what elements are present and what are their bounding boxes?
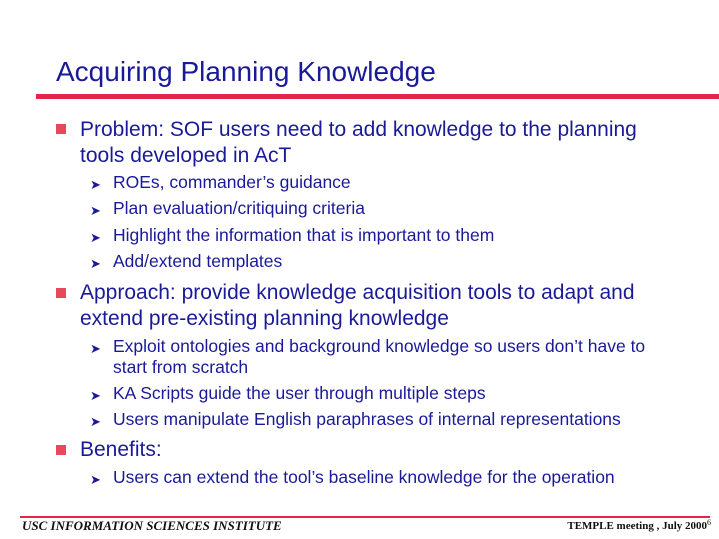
- arrow-bullet-icon: ➤: [90, 388, 101, 404]
- arrow-bullet-icon: ➤: [90, 414, 101, 430]
- arrow-bullet-icon: ➤: [90, 472, 101, 488]
- arrow-bullet-icon: ➤: [90, 230, 101, 246]
- title-divider: [36, 94, 719, 99]
- sub-bullet: Highlight the information that is import…: [113, 225, 713, 246]
- page-number: 6: [707, 518, 711, 527]
- arrow-bullet-icon: ➤: [90, 203, 101, 219]
- arrow-bullet-icon: ➤: [90, 341, 101, 357]
- footer-institute: USC INFORMATION SCIENCES INSTITUTE: [22, 518, 282, 534]
- sub-bullet: Users manipulate English paraphrases of …: [113, 409, 713, 430]
- sub-bullet: KA Scripts guide the user through multip…: [113, 383, 713, 404]
- square-bullet-icon: [56, 288, 66, 298]
- sub-bullet: Exploit ontologies and background knowle…: [113, 336, 673, 378]
- sub-bullet: ROEs, commander’s guidance: [113, 172, 713, 193]
- sub-bullet: Add/extend templates: [113, 251, 713, 272]
- footer-meeting: TEMPLE meeting , July 2000: [567, 520, 707, 532]
- arrow-bullet-icon: ➤: [90, 177, 101, 193]
- sub-bullet: Users can extend the tool’s baseline kno…: [113, 467, 713, 488]
- square-bullet-icon: [56, 124, 66, 134]
- bullet-approach: Approach: provide knowledge acquisition …: [80, 280, 660, 332]
- sub-bullet: Plan evaluation/critiquing criteria: [113, 198, 713, 219]
- arrow-bullet-icon: ➤: [90, 256, 101, 272]
- slide-title: Acquiring Planning Knowledge: [56, 56, 436, 88]
- bullet-problem: Problem: SOF users need to add knowledge…: [80, 117, 680, 169]
- bullet-benefits: Benefits:: [80, 437, 680, 463]
- square-bullet-icon: [56, 445, 66, 455]
